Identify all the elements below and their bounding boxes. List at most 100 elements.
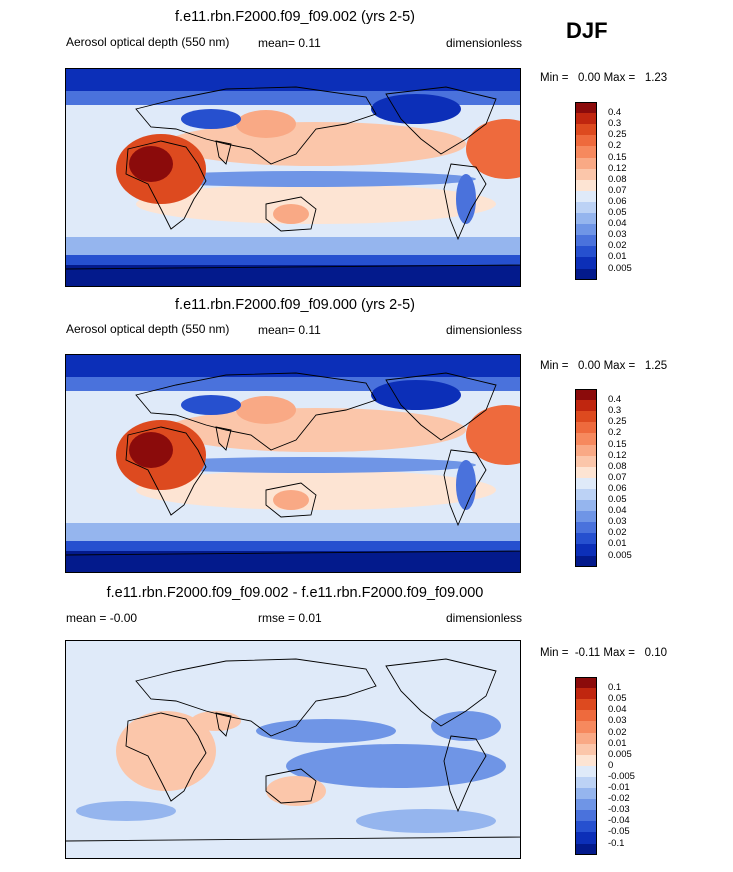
coastline-path: [125, 140, 207, 230]
colorbar-tick-label: 0.04: [608, 218, 627, 230]
coastline-path: [215, 140, 232, 165]
coastline-path: [66, 550, 520, 556]
colorbar-swatch: [575, 135, 597, 147]
colorbar-tick-label: -0.04: [608, 815, 630, 827]
colorbar-swatch: [575, 488, 597, 501]
field-blob: [236, 396, 296, 424]
panel-3-minmax: Min = -0.11 Max = 0.10: [540, 647, 667, 659]
colorbar-tick-label: 0.02: [608, 240, 627, 252]
coastline-path: [66, 836, 520, 842]
colorbar-tick-label: 0.03: [608, 715, 627, 727]
colorbar-tick-label: 0: [608, 759, 614, 771]
panel-3-colorbar: 0.1 0.05 0.04 0.03 0.02 0.01 0.005 0 -0.005 -0.01…: [575, 677, 635, 856]
colorbar-tick-label: 0.08: [608, 173, 627, 185]
colorbar-tick-label: -0.1: [608, 837, 625, 849]
colorbar-swatch: [575, 168, 597, 181]
colorbar-swatch: [575, 533, 597, 545]
coastline-path: [215, 712, 232, 737]
field-blob: [273, 490, 309, 510]
colorbar-swatch: [575, 788, 597, 800]
colorbar-swatch: [575, 246, 597, 258]
colorbar-tick-label: 0.15: [608, 438, 627, 450]
colorbar-swatch: [575, 765, 597, 778]
field-blob: [286, 744, 506, 788]
panel-1-map-plot: [66, 69, 520, 286]
colorbar-tick-label: -0.01: [608, 782, 630, 793]
panel-1-mean: mean= 0.11: [258, 36, 321, 50]
panel-3-map: [65, 640, 521, 859]
field-band-north: [66, 355, 520, 377]
coastline-path: [135, 372, 377, 451]
field: [66, 355, 520, 572]
colorbar-swatch: [575, 146, 597, 158]
colorbar-tick-label: 0.08: [608, 460, 627, 472]
panel-2-mean: mean= 0.11: [258, 323, 321, 337]
field-blob: [266, 776, 326, 806]
colorbar-swatch: [575, 710, 597, 722]
colorbar-tick-label: 0.06: [608, 195, 627, 207]
panel-1-variable: Aerosol optical depth (550 nm): [66, 35, 230, 49]
colorbar-swatch: [575, 422, 597, 434]
colorbar-tick-label: -0.02: [608, 793, 630, 805]
colorbar-swatch: [575, 511, 597, 523]
panel-2-map: [65, 354, 521, 573]
colorbar-swatch: [575, 124, 597, 136]
field-band-south: [66, 523, 520, 541]
field-blob: [129, 146, 173, 182]
field-blob: [466, 405, 520, 465]
colorbar-swatch: [575, 224, 597, 236]
field-blob: [356, 809, 496, 833]
colorbar-tick-label: 0.06: [608, 482, 627, 494]
coastline-path: [215, 426, 232, 451]
colorbar-swatch: [575, 555, 597, 568]
panel-2-variable: Aerosol optical depth (550 nm): [66, 322, 230, 336]
colorbar-tick-label: 0.15: [608, 151, 627, 163]
panel-2-title: f.e11.rbn.F2000.f09_f09.000 (yrs 2-5): [175, 297, 415, 313]
colorbar-swatch: [575, 677, 597, 689]
panel-2-units: dimensionless: [446, 323, 523, 337]
panel-2-colorbar: 0.4 0.3 0.25 0.2 0.15 0.12 0.08 0.07 0.06 0.05 0.0…: [575, 389, 632, 568]
colorbar-swatch: [575, 157, 597, 170]
coastline-path: [385, 86, 497, 155]
colorbar-swatch: [575, 743, 597, 756]
season-label: DJF: [566, 18, 608, 43]
panel-1-title: f.e11.rbn.F2000.f09_f09.002 (yrs 2-5): [175, 9, 415, 25]
field-blob: [456, 174, 476, 224]
field-blob: [431, 711, 501, 741]
colorbar-swatch: [575, 213, 597, 225]
field-blob: [456, 460, 476, 510]
colorbar-tick-label: 0.02: [608, 726, 627, 738]
field: [66, 69, 520, 286]
field-blob: [136, 184, 496, 224]
field-blob: [166, 122, 466, 166]
colorbar-tick-label: 0.2: [608, 427, 622, 439]
colorbar-tick-label: 0.12: [608, 162, 627, 174]
field-blob: [466, 119, 520, 179]
colorbar-tick-label: 0.4: [608, 107, 622, 119]
field-blob: [273, 204, 309, 224]
colorbar-swatch: [575, 455, 597, 468]
colorbar-tick-label: 0.005: [608, 262, 632, 274]
colorbar-swatch: [575, 113, 597, 125]
coastline-path: [265, 196, 317, 232]
panel-3-rmse: rmse = 0.01: [258, 611, 322, 625]
coastline-path: [385, 658, 497, 727]
colorbar-swatch: [575, 257, 597, 269]
field-blob: [371, 94, 461, 124]
panel-2-minmax: Min = 0.00 Max = 1.25: [540, 360, 668, 372]
field: [66, 641, 520, 858]
panel-3-title: f.e11.rbn.F2000.f09_f09.002 - f.e11.rbn.…: [106, 585, 484, 601]
field-blob: [166, 408, 466, 452]
colorbar-swatch: [575, 522, 597, 534]
colorbar-swatch: [575, 444, 597, 457]
colorbar-tick-label: 0.4: [608, 394, 622, 406]
field-blob: [129, 432, 173, 468]
colorbar-swatch: [575, 688, 597, 700]
panel-3-mean: mean = -0.00: [66, 611, 138, 625]
field-band-south: [66, 237, 520, 255]
colorbar-swatch: [575, 699, 597, 711]
colorbar-swatch: [575, 810, 597, 822]
panel-3-units: dimensionless: [446, 611, 523, 625]
colorbar-tick-label: 0.03: [608, 229, 627, 241]
colorbar-tick-label: 0.1: [608, 682, 622, 694]
